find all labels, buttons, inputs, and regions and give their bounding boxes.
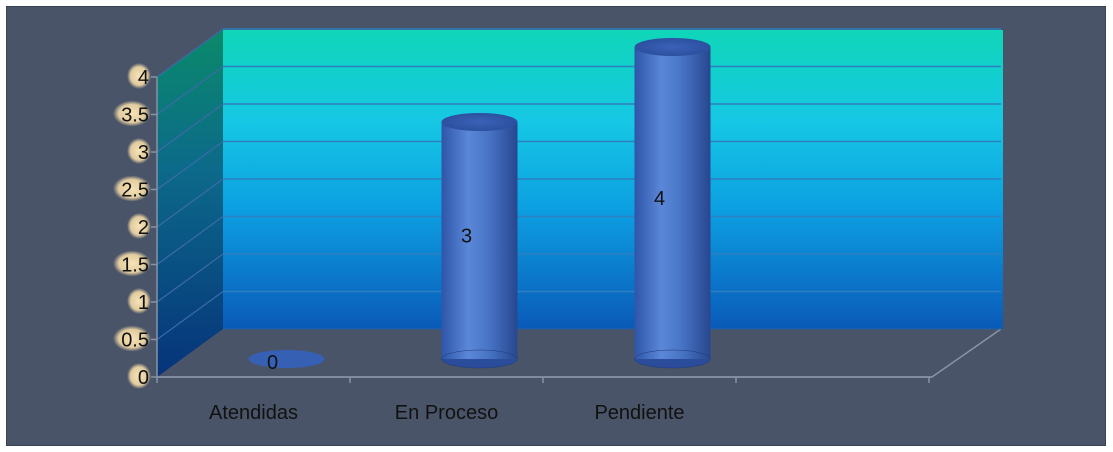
bar-base-edge (634, 349, 711, 369)
y-tick-label: 0.5 (121, 330, 149, 352)
gridline-side (156, 178, 224, 228)
gridline-side (156, 216, 224, 265)
data-label: 4 (654, 188, 665, 210)
y-tick-label: 2 (138, 217, 149, 239)
bar-top (441, 113, 518, 131)
y-axis: 0 0.5 1 1.5 2 2.5 3 3.5 4 (113, 63, 158, 389)
y-tick-highlight (113, 250, 151, 277)
x-tick-label: Pendiente (594, 402, 684, 424)
y-tick-highlight (113, 325, 151, 352)
y-tick-highlight (127, 288, 151, 314)
gridline-side (156, 141, 224, 190)
y-tick-highlight (127, 63, 151, 89)
y-tick-highlight (127, 138, 151, 164)
gridline-side (156, 253, 224, 303)
y-tick-highlight (127, 363, 151, 389)
bar-flat (248, 350, 325, 368)
gridline-side (156, 103, 224, 153)
data-label: 3 (461, 226, 472, 248)
bar: 4 (634, 38, 711, 369)
bar: 0 (248, 350, 325, 374)
x-tick-label: Atendidas (209, 402, 298, 424)
gridline-side (156, 291, 224, 340)
gridline-side (156, 28, 224, 78)
bar-body (441, 122, 518, 359)
y-tick-highlight (127, 213, 151, 239)
gridline-side (156, 66, 224, 115)
data-label: 0 (267, 352, 278, 374)
gridlines (156, 28, 1001, 340)
y-tick-label: 1 (138, 292, 149, 314)
y-tick-label: 4 (138, 67, 149, 89)
x-tick-label: En Proceso (395, 402, 498, 424)
y-tick-label: 3 (138, 142, 149, 164)
bar-chart: 0 0.5 1 1.5 2 2.5 3 3.5 4 Atendidas En Proceso Pen… (113, 28, 1003, 424)
y-tick-label: 2.5 (121, 180, 149, 202)
chart-frame: 0 0.5 1 1.5 2 2.5 3 3.5 4 Atendidas En Proceso Pen… (6, 6, 1106, 446)
y-tick-highlight (113, 100, 151, 127)
bars: 0 3 4 (248, 38, 711, 374)
bar-base-edge (441, 349, 518, 369)
x-axis: Atendidas En Proceso Pendiente (157, 376, 932, 424)
y-tick-highlight (113, 175, 151, 202)
bar-body (634, 47, 711, 359)
y-tick-label: 0 (138, 367, 149, 389)
y-tick-label: 3.5 (121, 105, 149, 127)
bar-top (634, 38, 711, 56)
y-tick-label: 1.5 (121, 255, 149, 277)
bar: 3 (441, 113, 518, 369)
